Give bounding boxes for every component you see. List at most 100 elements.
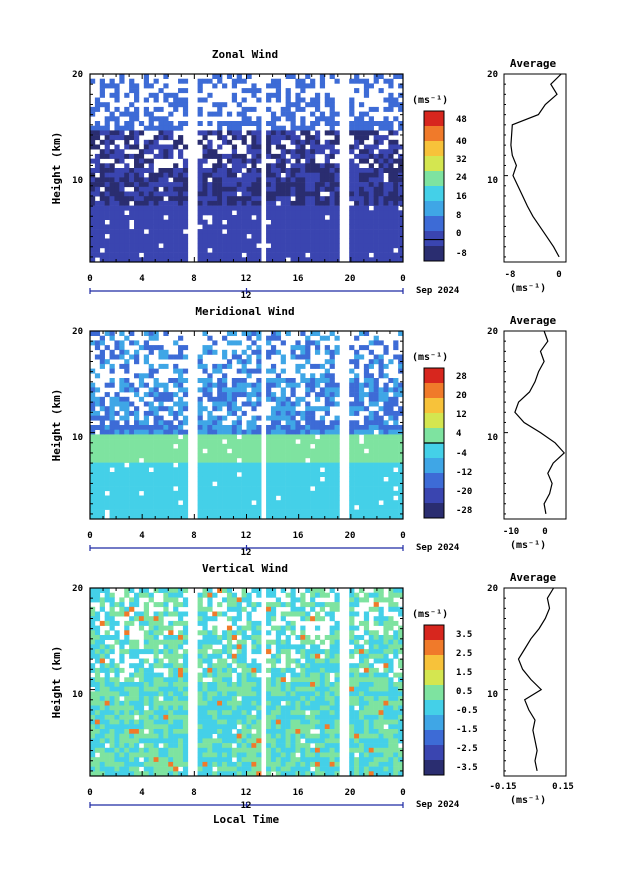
zonal-heatmap-cell bbox=[378, 125, 384, 131]
meridional-heatmap-cell bbox=[324, 425, 330, 430]
meridional-heatmap-cell bbox=[270, 415, 277, 421]
vertical-heatmap-cell bbox=[134, 710, 140, 716]
vertical-heatmap-cell bbox=[236, 616, 242, 622]
meridional-heatmap-cell bbox=[388, 509, 394, 515]
meridional-heatmap-cell bbox=[173, 392, 179, 398]
meridional-heatmap-cell bbox=[178, 425, 184, 430]
zonal-heatmap-cell bbox=[270, 196, 277, 202]
zonal-heatmap-cell bbox=[266, 139, 272, 145]
meridional-heatmap-cell bbox=[207, 382, 213, 388]
meridional-heatmap-cell bbox=[217, 368, 223, 374]
vertical-heatmap-cell bbox=[109, 700, 115, 706]
zonal-heatmap-cell bbox=[241, 196, 247, 202]
vertical-heatmap-cell bbox=[246, 667, 252, 673]
zonal-heatmap-cell bbox=[251, 163, 257, 169]
meridional-heatmap-cell bbox=[94, 467, 101, 473]
meridional-heatmap-cell bbox=[109, 514, 115, 520]
meridional-heatmap-cell bbox=[251, 481, 257, 487]
zonal-heatmap-cell bbox=[266, 252, 272, 258]
zonal-heatmap-cell bbox=[358, 125, 365, 131]
meridional-heatmap-cell bbox=[319, 378, 326, 383]
vertical-heatmap-cell bbox=[109, 602, 115, 608]
meridional-heatmap-cell bbox=[226, 410, 233, 416]
zonal-heatmap-cell bbox=[222, 205, 228, 211]
zonal-heatmap-cell bbox=[280, 229, 286, 235]
zonal-heatmap-cell bbox=[349, 158, 355, 164]
zonal-heatmap-cell bbox=[217, 191, 223, 197]
meridional-heatmap-cell bbox=[246, 434, 252, 440]
vertical-heatmap-cell bbox=[99, 649, 105, 655]
zonal-heatmap-cell bbox=[104, 83, 110, 89]
vertical-heatmap-cell bbox=[168, 714, 174, 720]
meridional-heatmap-cell bbox=[178, 457, 184, 463]
vertical-heatmap-cell bbox=[246, 714, 252, 720]
meridional-heatmap-cell bbox=[226, 504, 233, 510]
meridional-heatmap-cell bbox=[207, 462, 213, 468]
zonal-heatmap-cell bbox=[398, 200, 404, 206]
meridional-heatmap-cell bbox=[178, 387, 184, 393]
meridional-heatmap-cell bbox=[226, 406, 233, 412]
vertical-heatmap-cell bbox=[134, 602, 140, 608]
zonal-heatmap-cell bbox=[231, 233, 238, 239]
vertical-heatmap-cell bbox=[148, 620, 154, 626]
zonal-heatmap-cell bbox=[275, 135, 282, 141]
meridional-heatmap-cell bbox=[363, 420, 370, 426]
vertical-heatmap-cell bbox=[246, 733, 252, 739]
zonal-heatmap-cell bbox=[300, 243, 306, 249]
vertical-heatmap-cell bbox=[119, 752, 125, 758]
meridional-heatmap-cell bbox=[329, 387, 335, 393]
zonal-heatmap-cell bbox=[383, 153, 389, 159]
meridional-heatmap-cell bbox=[256, 396, 262, 402]
zonal-heatmap-cell bbox=[168, 205, 174, 211]
meridional-heatmap-cell bbox=[168, 420, 174, 426]
meridional-heatmap-cell bbox=[324, 453, 330, 459]
meridional-heatmap-cell bbox=[334, 439, 340, 445]
meridional-heatmap-cell bbox=[383, 443, 389, 449]
vertical-heatmap-cell bbox=[99, 644, 105, 650]
meridional-heatmap-cell bbox=[134, 439, 140, 445]
vertical-heatmap-cell bbox=[231, 644, 238, 650]
meridional-heatmap-cell bbox=[207, 476, 213, 482]
meridional-heatmap-cell bbox=[383, 467, 389, 473]
vertical-heatmap-cell bbox=[207, 696, 213, 702]
zonal-heatmap-cell bbox=[241, 257, 247, 263]
meridional-heatmap-cell bbox=[173, 495, 179, 501]
zonal-heatmap-cell bbox=[109, 205, 115, 211]
meridional-heatmap-cell bbox=[310, 481, 316, 487]
vertical-heatmap-cell bbox=[99, 682, 105, 687]
vertical-heatmap-cell bbox=[231, 620, 238, 626]
vertical-heatmap-cell bbox=[109, 719, 115, 725]
vertical-heatmap-cell bbox=[222, 635, 228, 640]
zonal-heatmap-cell bbox=[143, 125, 149, 131]
meridional-heatmap-cell bbox=[94, 425, 101, 430]
meridional-heatmap-cell bbox=[241, 481, 247, 487]
vertical-heatmap-cell bbox=[109, 757, 115, 763]
vertical-heatmap-cell bbox=[207, 588, 213, 593]
meridional-heatmap-cell bbox=[266, 457, 272, 463]
zonal-heatmap-cell bbox=[368, 215, 374, 220]
meridional-heatmap-cell bbox=[168, 443, 174, 449]
meridional-heatmap-cell bbox=[251, 448, 257, 454]
zonal-heatmap-cell bbox=[90, 219, 96, 225]
meridional-heatmap-cell bbox=[368, 429, 374, 435]
zonal-heatmap-cell bbox=[334, 210, 340, 216]
zonal-heatmap-cell bbox=[319, 182, 326, 188]
vertical-heatmap-cell bbox=[129, 682, 135, 687]
zonal-heatmap-cell bbox=[270, 186, 277, 192]
meridional-heatmap-cell bbox=[368, 472, 374, 477]
zonal-heatmap-cell bbox=[383, 247, 389, 253]
meridional-heatmap-cell bbox=[182, 504, 189, 510]
zonal-heatmap-cell bbox=[231, 200, 238, 206]
zonal-heatmap-cell bbox=[94, 106, 101, 112]
meridional-heatmap-cell bbox=[310, 340, 316, 346]
meridional-heatmap-cell bbox=[182, 462, 189, 468]
meridional-heatmap-cell bbox=[231, 448, 238, 454]
meridional-heatmap-cell bbox=[143, 443, 149, 449]
zonal-heatmap-cell bbox=[94, 144, 101, 150]
zonal-heatmap-cell bbox=[138, 196, 145, 202]
zonal-heatmap-cell bbox=[285, 158, 291, 164]
vertical-heatmap-cell bbox=[143, 592, 149, 598]
meridional-heatmap-cell bbox=[383, 363, 389, 369]
meridional-heatmap-cell bbox=[163, 514, 169, 520]
meridional-heatmap-cell bbox=[393, 420, 399, 426]
